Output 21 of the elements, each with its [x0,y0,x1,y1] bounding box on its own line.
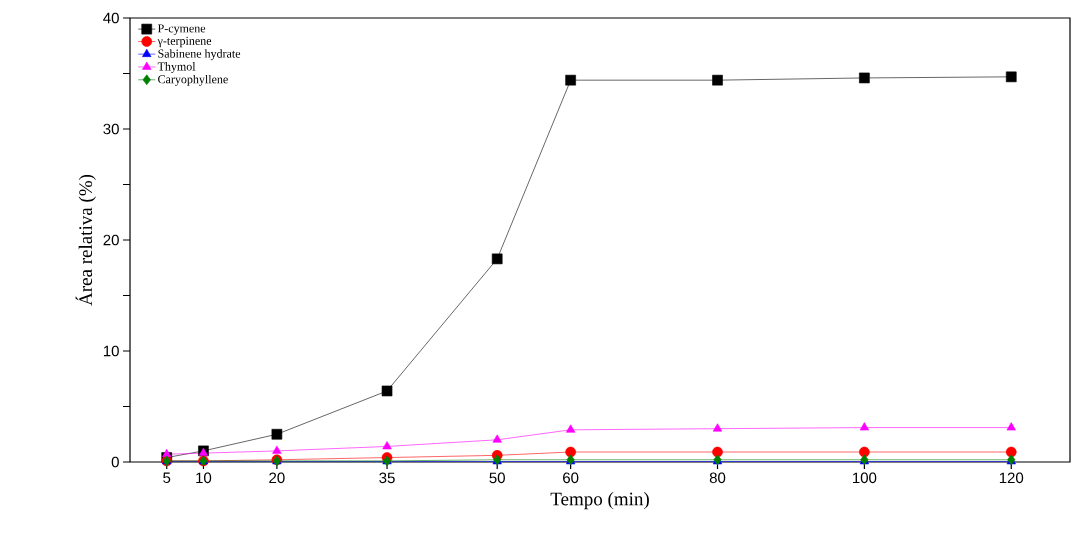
y-tick-label: 30 [103,123,119,135]
x-tick-label: 35 [379,472,395,484]
x-tick-label: 100 [853,472,877,484]
x-axis-title: Tempo (min) [550,492,649,510]
x-tick-label: 80 [709,472,726,484]
x-tick-label: 5 [163,472,171,483]
y-tick-label: 40 [103,12,119,24]
legend-label: Thymol [157,62,196,73]
legend-label: P-cymene [157,24,206,35]
legend-label: Sabinene hydrate [158,49,241,61]
y-tick-label: 0 [111,456,119,468]
legend-label: γ-terpinene [157,36,212,48]
x-tick-label: 20 [269,472,285,484]
y-tick-label: 20 [103,234,119,246]
x-tick-label: 120 [999,472,1024,484]
y-tick-label: 10 [103,345,119,357]
x-tick-label: 50 [489,472,505,484]
legend-label: Caryophyllene [158,74,228,86]
x-tick-label: 60 [563,472,579,484]
x-tick-label: 10 [196,472,212,484]
y-axis-title: Área relativa (%) [75,174,96,306]
